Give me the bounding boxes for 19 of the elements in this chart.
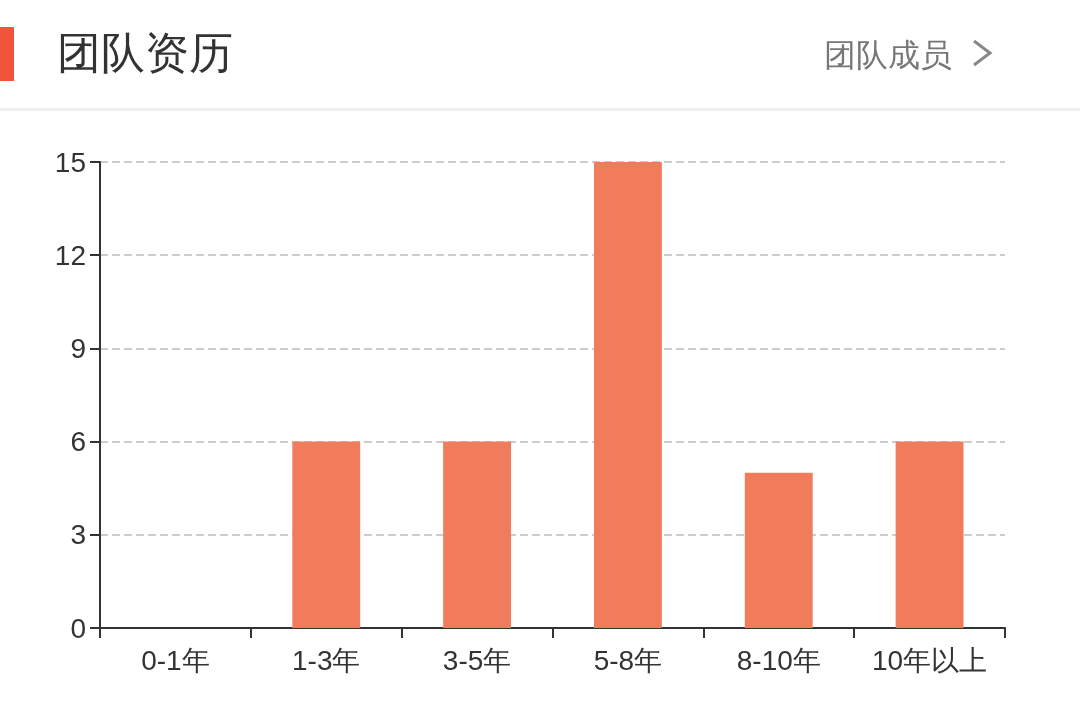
x-tick-label: 0-1年 (141, 644, 210, 676)
x-tick-label: 3-5年 (442, 644, 512, 676)
x-tick-label: 5-8年 (593, 644, 663, 676)
y-tick-label: 3 (70, 519, 86, 551)
bar (895, 441, 964, 628)
x-tick-label: 10年以上 (872, 644, 988, 676)
y-tick-label: 0 (70, 612, 86, 644)
chart-title: 团队资历 (57, 26, 233, 80)
bar (292, 441, 361, 628)
x-tick-label: 1-3年 (292, 644, 361, 676)
y-tick-label: 12 (54, 239, 86, 271)
bar (744, 472, 813, 628)
x-tick-label: 8-10年 (736, 644, 821, 676)
y-tick-label: 6 (70, 426, 86, 458)
y-tick-label: 15 (54, 146, 86, 178)
bar (593, 162, 662, 628)
bar (443, 441, 512, 628)
text: 团队成员 (824, 35, 952, 76)
y-tick-label: 9 (70, 332, 86, 364)
